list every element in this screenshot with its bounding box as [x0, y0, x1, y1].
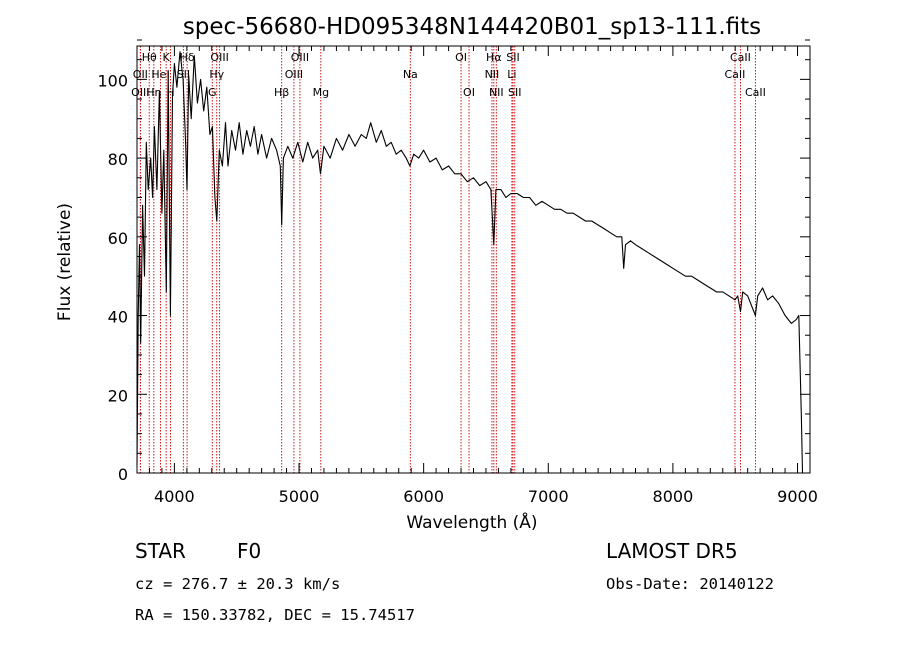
spectrum-line [136, 51, 804, 474]
x-axis-ticks: 4000 5000 6000 7000 8000 9000 [136, 46, 818, 506]
spectral-line-label: Hθ [142, 51, 157, 64]
spectral-line-label: Hδ [180, 51, 195, 64]
spectral-line-label: HeI [151, 68, 169, 81]
spectral-line-label: NII [485, 68, 500, 81]
spectral-line-label: Na [403, 68, 418, 81]
spectral-line-label: SII [177, 68, 190, 81]
survey-name: LAMOST DR5 [606, 539, 738, 563]
spectral-line-label: CaII [730, 51, 751, 64]
spectral-line-label: OI [463, 86, 475, 99]
spectral-line-label: SII [508, 86, 521, 99]
spectral-line-label: OIII [285, 68, 303, 81]
coordinates-text: RA = 150.33782, DEC = 15.74517 [135, 606, 415, 624]
spectral-line-label: H [166, 86, 174, 99]
spectral-line-label: Hγ [209, 68, 224, 81]
x-tick-label: 6000 [403, 487, 444, 506]
y-tick-label: 40 [108, 308, 128, 327]
spectral-line-label: OI [455, 51, 467, 64]
spectral-line-label: CaII [725, 68, 746, 81]
spectral-line-label: OIII [131, 86, 149, 99]
object-subclass: F0 [237, 539, 261, 563]
spectral-line-label: G [208, 86, 217, 99]
obs-date-text: Obs-Date: 20140122 [606, 575, 774, 593]
y-tick-label: 0 [118, 465, 128, 484]
spectral-line-label: Hη [146, 86, 161, 99]
redshift-text: cz = 276.7 ± 20.3 km/s [135, 575, 340, 593]
spectral-line-label: Mg [313, 86, 329, 99]
x-tick-label: 4000 [154, 487, 195, 506]
spectral-line-label: SII [506, 51, 519, 64]
spectral-line-label: K [163, 51, 171, 64]
y-axis-ticks: 0 20 40 60 80 100 [97, 39, 810, 484]
spectral-line-label: NII [489, 86, 504, 99]
spectral-line-label: Hβ [274, 86, 289, 99]
spectral-line-label: Li [507, 68, 516, 81]
object-class: STAR [135, 539, 186, 563]
y-tick-label: 20 [108, 386, 128, 405]
plot-frame [136, 45, 811, 474]
y-tick-label: 60 [108, 229, 128, 248]
spectral-line-markers [139, 46, 756, 473]
x-axis-label: Wavelength (Å) [406, 511, 537, 533]
x-tick-label: 5000 [279, 487, 320, 506]
chart-title: spec-56680-HD095348N144420B01_sp13-111.f… [183, 14, 761, 40]
spectral-line-label: Hα [486, 51, 502, 64]
y-axis-label: Flux (relative) [55, 203, 75, 321]
y-tick-label: 100 [97, 71, 128, 90]
spectral-line-label: OIII [291, 51, 309, 64]
spectral-line-label: OIII [210, 51, 228, 64]
spectral-line-label: CaII [745, 86, 766, 99]
y-tick-label: 80 [108, 150, 128, 169]
x-tick-label: 8000 [653, 487, 694, 506]
x-tick-label: 9000 [777, 487, 818, 506]
x-tick-label: 7000 [528, 487, 569, 506]
